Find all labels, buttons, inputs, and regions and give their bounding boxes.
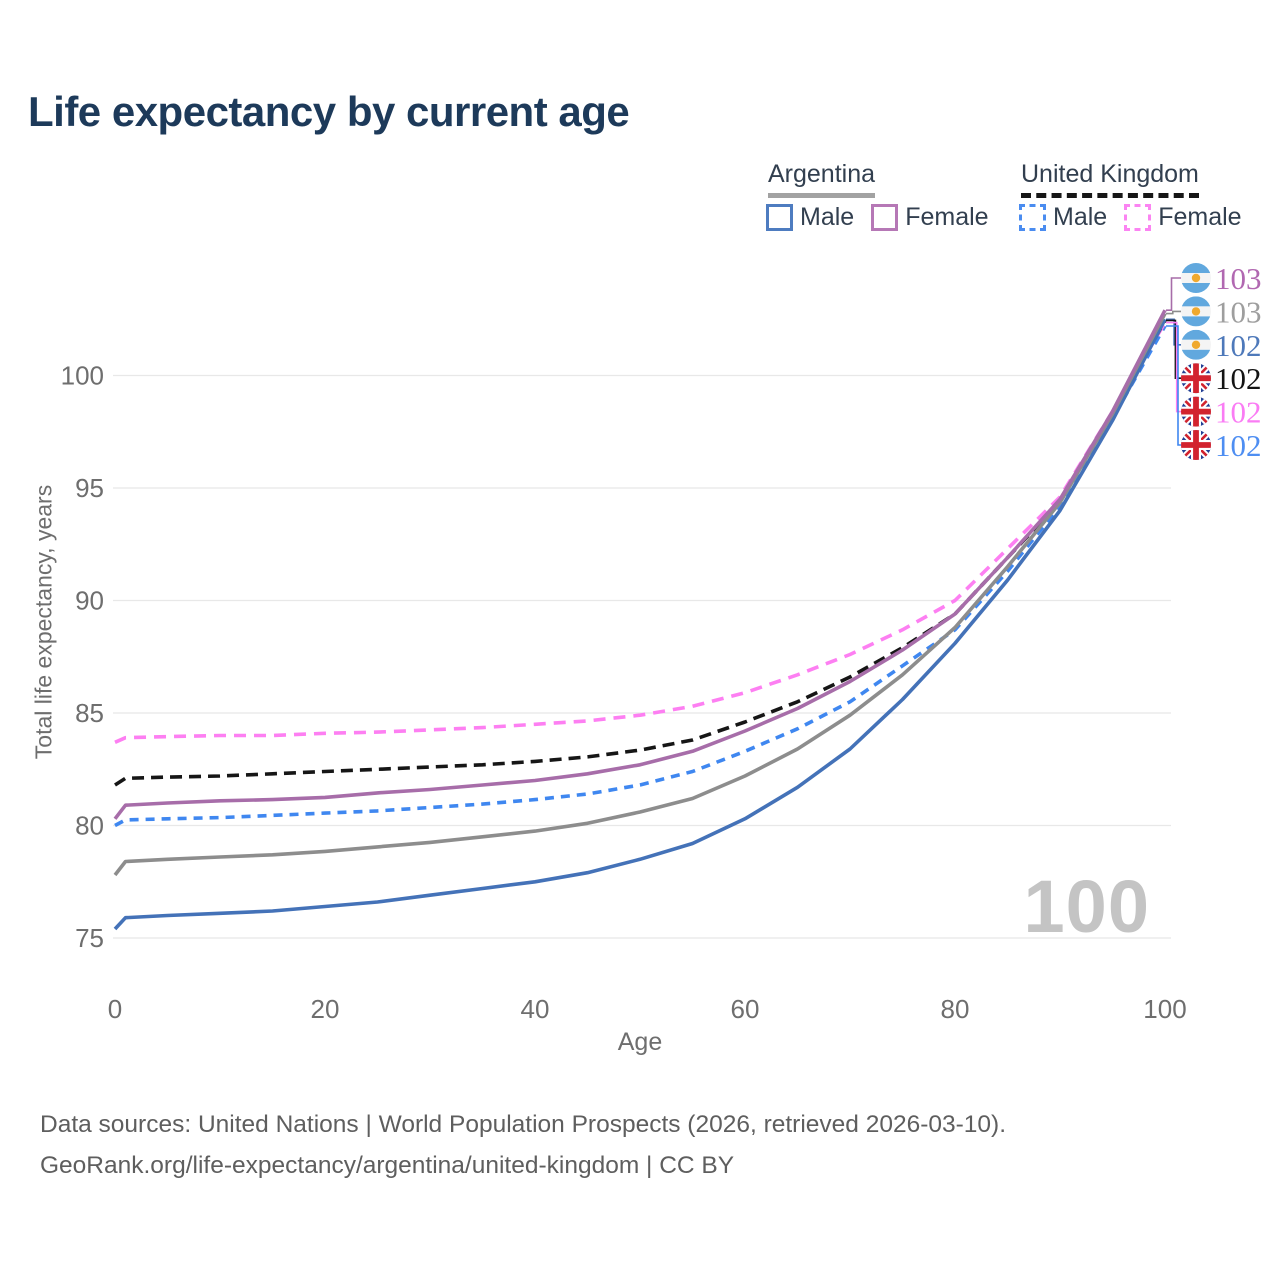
y-tick-label-95: 95 [75, 473, 104, 503]
legend-country-united-kingdom[interactable]: United Kingdom [1021, 160, 1199, 198]
age-watermark: 100 [1023, 865, 1150, 948]
legend-swatch-argentina-female[interactable] [871, 204, 899, 231]
flag-part [1181, 396, 1211, 427]
legend-swatch-united-kingdom-female[interactable] [1124, 204, 1152, 231]
end-value-label-uk-all: 102 [1215, 361, 1262, 396]
series-line-ar-all[interactable] [113, 312, 1167, 877]
leader-line-ar-female [1166, 277, 1181, 311]
end-value-label-uk-female: 102 [1215, 395, 1262, 430]
x-tick-label-0: 0 [108, 994, 122, 1024]
series-line-ar-female[interactable] [113, 309, 1167, 820]
argentina-flag-icon [1181, 296, 1211, 327]
flag-part [1181, 363, 1211, 394]
leader-line-uk-female [1166, 321, 1181, 413]
legend-label-united-kingdom-female[interactable]: Female [1158, 203, 1242, 231]
legend-row-argentina: Male Female [766, 203, 989, 232]
legend-label-united-kingdom-male[interactable]: Male [1053, 203, 1108, 231]
footer-data-sources: Data sources: United Nations | World Pop… [40, 1111, 1007, 1138]
flag-part [1181, 349, 1211, 360]
flag-part [1191, 273, 1201, 283]
legend-swatch-argentina-male[interactable] [766, 204, 793, 231]
series-line-uk-female[interactable] [114, 321, 1167, 744]
legend-row-united-kingdom: Male Female [1019, 203, 1242, 232]
series-line-ar-male[interactable] [113, 318, 1167, 931]
flag-part [1181, 263, 1211, 273]
x-tick-label-60: 60 [731, 994, 760, 1024]
x-tick-label-20: 20 [311, 994, 340, 1024]
legend-swatch-united-kingdom-male[interactable] [1019, 204, 1046, 231]
legend-country-argentina-label: Argentina [768, 160, 876, 188]
leader-line-uk-male [1166, 325, 1181, 446]
united-kingdom-flag-icon [1181, 430, 1211, 460]
page-title: Life expectancy by current age [28, 88, 630, 135]
argentina-flag-icon [1181, 329, 1211, 360]
end-value-label-ar-all: 103 [1215, 294, 1262, 329]
series-line-uk-male[interactable] [114, 325, 1167, 828]
y-tick-label-80: 80 [75, 811, 104, 841]
y-tick-label-90: 90 [75, 586, 104, 616]
end-value-label-ar-female: 103 [1215, 261, 1262, 296]
united-kingdom-flag-icon [1181, 396, 1211, 427]
footer-attribution: GeoRank.org/life-expectancy/argentina/un… [40, 1152, 735, 1179]
legend-label-argentina-male[interactable]: Male [800, 203, 855, 231]
legend-country-argentina[interactable]: Argentina [768, 160, 876, 198]
legend-label-argentina-female[interactable]: Female [905, 203, 989, 231]
y-tick-label-75: 75 [75, 923, 104, 953]
flag-part [1181, 296, 1211, 307]
footer: Data sources: United Nations | World Pop… [40, 1104, 1006, 1186]
y-axis-title: Total life expectancy, years [30, 484, 57, 760]
flag-part [1191, 307, 1201, 316]
x-tick-label-40: 40 [521, 994, 550, 1024]
x-axis-title: Age [617, 1028, 663, 1056]
flag-part [1181, 316, 1211, 327]
y-tick-label-85: 85 [75, 698, 104, 728]
legend-country-united-kingdom-label: United Kingdom [1021, 160, 1199, 188]
flag-part [1191, 340, 1201, 349]
united-kingdom-flag-icon [1181, 363, 1211, 394]
x-tick-label-100: 100 [1143, 994, 1186, 1024]
leader-line-ar-all [1166, 310, 1181, 315]
x-tick-label-80: 80 [941, 994, 970, 1024]
end-value-label-uk-male: 102 [1215, 428, 1262, 463]
argentina-flag-icon [1181, 263, 1211, 293]
y-tick-label-100: 100 [61, 361, 104, 391]
flag-part [1181, 329, 1211, 340]
end-value-label-ar-male: 102 [1215, 328, 1262, 363]
flag-part [1181, 283, 1211, 293]
flag-part [1181, 430, 1211, 460]
